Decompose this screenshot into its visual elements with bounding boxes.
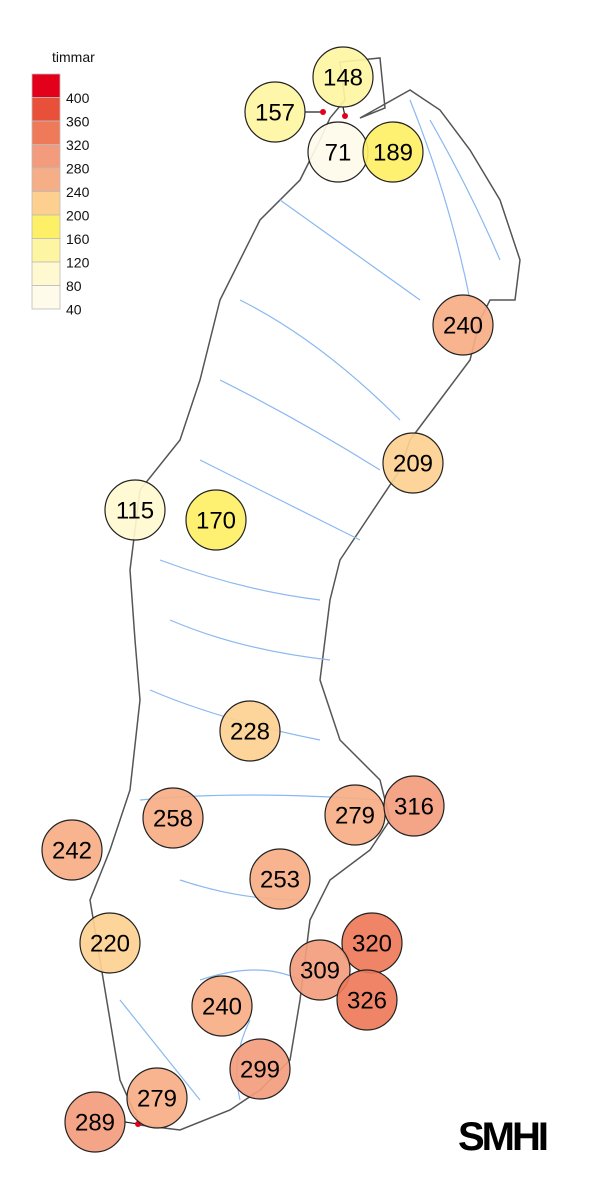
legend-swatch bbox=[31, 214, 61, 239]
station-circle bbox=[382, 432, 444, 494]
station-value: 299 bbox=[240, 1057, 280, 1084]
legend: timmar 400 360 320 280 240 200 160 120 80 40 bbox=[31, 49, 95, 318]
legend-swatch bbox=[31, 167, 61, 192]
station-value: 258 bbox=[153, 806, 193, 833]
station-circle bbox=[219, 700, 281, 762]
station-209: 209 bbox=[382, 432, 444, 494]
station-220: 220 bbox=[79, 912, 141, 974]
station-circle bbox=[229, 1038, 291, 1100]
station-value: 240 bbox=[443, 313, 483, 340]
station-value: 157 bbox=[255, 100, 295, 127]
station-240: 240 bbox=[432, 294, 494, 356]
station-157: 157 bbox=[244, 81, 306, 143]
station-value: 289 bbox=[75, 1110, 115, 1137]
station-circle bbox=[362, 121, 424, 183]
station-148: 148 bbox=[312, 46, 374, 108]
legend-swatch bbox=[31, 238, 61, 263]
station-value: 240 bbox=[202, 994, 242, 1021]
rivers bbox=[119, 99, 501, 1101]
legend-swatch bbox=[31, 285, 61, 310]
station-value: 71 bbox=[325, 140, 352, 167]
station-circle bbox=[312, 46, 374, 108]
station-circle bbox=[41, 819, 103, 881]
legend-swatch bbox=[31, 97, 61, 122]
station-189: 189 bbox=[362, 121, 424, 183]
legend-swatch bbox=[31, 191, 61, 216]
station-circle bbox=[79, 912, 141, 974]
station-value: 170 bbox=[196, 508, 236, 535]
legend-title: timmar bbox=[52, 49, 95, 65]
legend-tick: 400 bbox=[66, 90, 90, 106]
legend-tick: 160 bbox=[66, 231, 90, 247]
legend-swatch bbox=[31, 261, 61, 286]
station-value: 220 bbox=[90, 931, 130, 958]
station-marker bbox=[320, 109, 326, 115]
legend-tick: 360 bbox=[66, 114, 90, 130]
station-253: 253 bbox=[249, 848, 311, 910]
legend-tick: 240 bbox=[66, 184, 90, 200]
station-circle bbox=[126, 1067, 188, 1129]
station-316: 316 bbox=[383, 775, 445, 837]
legend-tick: 320 bbox=[66, 137, 90, 153]
station-value: 279 bbox=[137, 1086, 177, 1113]
legend-tick: 120 bbox=[66, 255, 90, 271]
station-value: 148 bbox=[323, 65, 363, 92]
station-value: 320 bbox=[352, 931, 392, 958]
station-320: 320 bbox=[341, 912, 403, 974]
station-326: 326 bbox=[336, 969, 398, 1031]
station-value: 209 bbox=[393, 451, 433, 478]
legend-swatch bbox=[31, 73, 61, 98]
station-71: 71 bbox=[307, 121, 369, 183]
station-circle bbox=[336, 969, 398, 1031]
station-circle bbox=[104, 479, 166, 541]
station-258: 258 bbox=[142, 787, 204, 849]
station-circle bbox=[432, 294, 494, 356]
station-circle bbox=[244, 81, 306, 143]
station-circle bbox=[185, 489, 247, 551]
station-309: 309 bbox=[289, 939, 351, 1001]
station-299: 299 bbox=[229, 1038, 291, 1100]
station-value: 228 bbox=[230, 719, 270, 746]
station-value: 279 bbox=[335, 803, 375, 830]
station-value: 253 bbox=[260, 867, 300, 894]
station-115: 115 bbox=[104, 479, 166, 541]
station-240: 240 bbox=[191, 975, 253, 1037]
legend-tick: 280 bbox=[66, 161, 90, 177]
station-circle bbox=[289, 939, 351, 1001]
legend-tick: 200 bbox=[66, 208, 90, 224]
station-289: 289 bbox=[64, 1091, 126, 1153]
legend-tick: 80 bbox=[66, 278, 82, 294]
station-marker bbox=[342, 113, 348, 119]
station-279: 279 bbox=[324, 784, 386, 846]
stations: 148 157 71 189 240 209 115 170 228 279 316 258 242 25… bbox=[41, 46, 494, 1153]
station-228: 228 bbox=[219, 700, 281, 762]
station-circle bbox=[249, 848, 311, 910]
station-value: 115 bbox=[116, 498, 154, 525]
legend-swatch bbox=[31, 144, 61, 169]
station-circle bbox=[142, 787, 204, 849]
legend-tick: 40 bbox=[66, 302, 82, 318]
station-value: 316 bbox=[394, 794, 434, 821]
station-circle bbox=[64, 1091, 126, 1153]
station-value: 242 bbox=[52, 838, 92, 865]
station-circle bbox=[191, 975, 253, 1037]
station-279: 279 bbox=[126, 1067, 188, 1129]
station-170: 170 bbox=[185, 489, 247, 551]
station-242: 242 bbox=[41, 819, 103, 881]
station-value: 189 bbox=[373, 140, 413, 167]
station-value: 309 bbox=[300, 958, 340, 985]
station-circle bbox=[383, 775, 445, 837]
station-value: 326 bbox=[347, 988, 387, 1015]
legend-swatch bbox=[31, 120, 61, 145]
smhi-logo: SMHI bbox=[458, 1115, 547, 1159]
